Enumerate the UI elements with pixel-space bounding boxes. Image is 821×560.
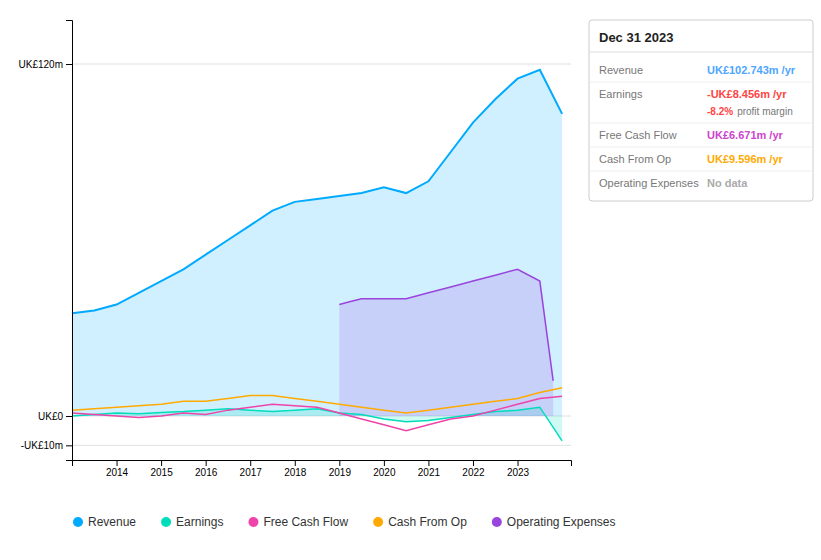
grid-line [72,445,571,446]
grid [72,64,571,445]
x-tick-label: 2016 [195,467,218,478]
x-tick: 2014 [106,460,129,478]
x-tick-label: 2015 [150,467,173,478]
info-box-divider [589,82,813,83]
info-row-value: UK£6.671m /yr [707,129,784,141]
legend-marker [492,517,502,527]
x-tick-label: 2020 [373,467,396,478]
info-row-extra: -8.2% [707,106,733,117]
info-box-divider [589,171,813,172]
info-row-value: -UK£8.456m /yr [707,88,787,100]
x-tick: 2015 [150,460,173,478]
info-row-label: Revenue [599,64,643,76]
x-tick-mark [295,460,296,466]
x-tick-mark [473,460,474,466]
x-tick: 2023 [507,460,530,478]
line [72,388,562,413]
legend-item: Revenue [73,515,136,529]
x-tick: 2021 [418,460,441,478]
x-tick-label: 2017 [240,467,263,478]
legend-label: Operating Expenses [507,515,616,529]
x-tick: 2019 [329,460,352,478]
x-axis: 2014 2015 2016 2017 2018 2019 2020 2021 2022 2023 [73,460,572,478]
legend-marker [73,517,83,527]
y-tick-label: -UK£10m [21,440,63,451]
info-box-divider [589,123,813,124]
info-row-label: Free Cash Flow [599,129,677,141]
area [339,269,553,416]
chart: 2014 2015 2016 2017 2018 2019 2020 2021 2022 2023… [0,0,821,560]
x-axis-line [73,461,572,467]
y-tick-mark [66,416,72,417]
area [72,70,562,416]
legend-label: Revenue [88,515,136,529]
y-axis-line [66,21,73,461]
x-tick-label: 2022 [462,467,485,478]
x-tick-mark [250,460,251,466]
x-tick: 2018 [284,460,307,478]
info-row-label: Operating Expenses [599,177,699,189]
info-row-label: Cash From Op [599,153,671,165]
legend-item: Earnings [161,515,223,529]
legend-marker [161,517,171,527]
legend-label: Earnings [176,515,223,529]
info-row-extra-label: profit margin [737,106,793,117]
legend-marker [373,517,383,527]
info-box-title: Dec 31 2023 [599,30,673,45]
x-tick-mark [339,460,340,466]
legend: Revenue Earnings Free Cash Flow Cash From O… [73,515,616,529]
x-tick-mark [206,460,207,466]
legend-label: Free Cash Flow [263,515,348,529]
y-tick: UK£120m [19,59,72,70]
legend-label: Cash From Op [388,515,467,529]
marks [72,70,562,441]
info-row-value: No data [707,177,748,189]
y-tick-label: UK£120m [19,59,63,70]
x-tick: 2022 [462,460,485,478]
x-tick-mark [161,460,162,466]
legend-item: Free Cash Flow [248,515,348,529]
y-tick-label: UK£0 [38,411,63,422]
x-tick-label: 2018 [284,467,307,478]
info-row-value: UK£102.743m /yr [707,64,796,76]
info-box-divider [589,147,813,148]
y-axis: -UK£10m UK£0 UK£120m [19,21,73,461]
x-tick-mark [384,460,385,466]
info-box-divider [589,52,813,53]
x-tick: 2017 [240,460,263,478]
y-tick: UK£0 [38,411,72,422]
legend-item: Cash From Op [373,515,467,529]
y-tick-mark [66,445,72,446]
legend-item: Operating Expenses [492,515,616,529]
chart-container: 2014 2015 2016 2017 2018 2019 2020 2021 2022 2023… [0,0,821,560]
x-tick: 2016 [195,460,218,478]
x-tick-label: 2021 [418,467,441,478]
info-box: Dec 31 2023 Revenue UK£102.743m /yr Earning… [589,20,813,201]
line [339,269,553,380]
x-tick: 2020 [373,460,396,478]
info-box-frame [589,20,813,201]
grid-line [72,64,571,65]
x-tick-mark [117,460,118,466]
x-tick-mark [428,460,429,466]
x-tick-label: 2019 [329,467,352,478]
x-tick-label: 2014 [106,467,129,478]
info-row-label: Earnings [599,88,643,100]
info-row-value: UK£9.596m /yr [707,153,784,165]
y-tick: -UK£10m [21,440,72,451]
legend-marker [248,517,258,527]
y-tick-mark [66,64,72,65]
x-tick-label: 2023 [507,467,530,478]
x-tick-mark [518,460,519,466]
